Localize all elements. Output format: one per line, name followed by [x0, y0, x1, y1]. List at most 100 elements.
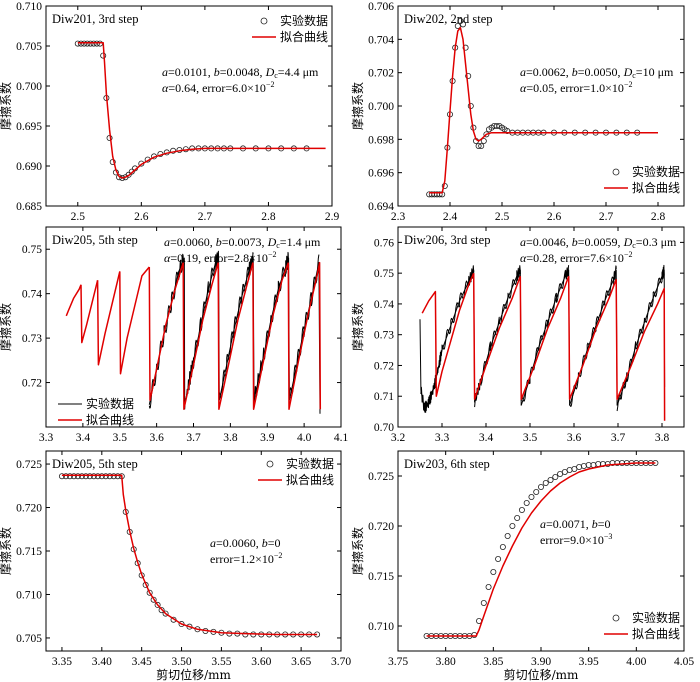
x-tick-label: 3.35 — [52, 656, 72, 668]
x-axis-title: 剪切位移/mm — [156, 667, 231, 682]
x-tick-label: 3.65 — [291, 656, 311, 668]
legend-marker-icon — [612, 614, 620, 622]
data-line-segment — [148, 257, 186, 405]
y-tick-label: 0.73 — [22, 333, 42, 345]
data-point — [58, 473, 65, 480]
x-tick-label: 3.50 — [171, 656, 191, 668]
data-point — [614, 459, 621, 466]
data-point — [84, 40, 91, 47]
fit-parameters-line-1: a=0.0046, b=0.0059, Dc=0.3 μm — [520, 235, 677, 250]
param-a-symbol: a — [520, 65, 526, 79]
data-point — [90, 40, 97, 47]
panel-title: Diw206, 3rd step — [404, 233, 490, 247]
param-alpha-error-value: =0.19, error=2.8×10 — [170, 251, 268, 265]
data-noise-trace — [616, 264, 665, 412]
panel-title: Diw205, 5th step — [52, 233, 138, 247]
data-point — [547, 476, 554, 483]
legend-label: 拟合曲线 — [632, 180, 680, 195]
data-point — [186, 623, 193, 630]
data-point — [538, 483, 545, 490]
y-tick-label: 0.685 — [16, 201, 42, 213]
param-dc-symbol: D — [623, 235, 633, 249]
panel-title: Diw202, 2nd step — [404, 12, 493, 26]
x-tick-label: 3.70 — [331, 656, 351, 668]
x-tick-label: 3.3 — [435, 432, 450, 444]
param-a-value: =0.0060, — [170, 235, 216, 249]
data-point — [523, 499, 530, 506]
data-point — [178, 621, 185, 628]
fit-curve-segment — [148, 262, 184, 402]
param-a-symbol: a — [210, 536, 216, 550]
y-tick-label: 0.725 — [368, 471, 394, 483]
x-tick-label: 2.5 — [495, 211, 510, 223]
data-point — [493, 123, 500, 130]
fit-curve-segment — [65, 284, 82, 317]
param-b-value: =0 — [598, 517, 611, 531]
param-alpha-symbol: α — [520, 251, 527, 265]
x-tick-label: 3.6 — [567, 432, 582, 444]
fit-curve-segment — [287, 261, 322, 410]
param-dc-symbol: D — [267, 235, 277, 249]
fit-curve-segment — [615, 279, 666, 421]
y-axis-title: 摩擦系数 — [0, 82, 13, 130]
experimental-data-series — [419, 264, 666, 413]
y-tick-label: 0.690 — [16, 161, 42, 173]
data-point — [483, 131, 490, 138]
data-point — [77, 40, 84, 47]
y-tick-label: 0.73 — [374, 330, 394, 342]
y-tick-label: 0.702 — [368, 68, 394, 80]
fit-curve-segment — [252, 262, 290, 410]
param-dc-symbol: D — [623, 65, 633, 79]
param-dc-value: =4.4 μm — [278, 65, 319, 79]
param-alpha-error-value: =0.05, error=1.0×10 — [526, 81, 624, 95]
param-a-value: =0.0060, — [216, 536, 262, 550]
param-b-symbol: b — [592, 517, 598, 531]
error-value: error=9.0×10 — [540, 533, 604, 547]
y-tick-label: 0.696 — [368, 168, 394, 180]
x-tick-label: 3.5 — [523, 432, 538, 444]
x-tick-label: 3.60 — [251, 656, 271, 668]
data-point — [158, 607, 165, 614]
y-tick-label: 0.710 — [16, 589, 42, 601]
x-tick-label: 3.4 — [76, 432, 91, 444]
data-point — [462, 44, 469, 51]
fit-curve-segment — [119, 266, 150, 375]
y-tick-label: 0.700 — [368, 101, 394, 113]
param-dc-subscript: c — [632, 71, 636, 80]
data-point — [566, 466, 573, 473]
data-point — [93, 40, 100, 47]
y-tick-label: 0.72 — [374, 360, 394, 372]
data-point — [504, 127, 511, 134]
y-tick-label: 0.70 — [374, 422, 394, 434]
y-tick-label: 0.72 — [22, 378, 42, 390]
fit-curve — [426, 462, 656, 637]
param-a-value: =0.0062, — [526, 65, 572, 79]
x-tick-label: 3.45 — [132, 656, 152, 668]
y-tick-label: 0.76 — [374, 237, 394, 249]
data-point — [580, 462, 587, 469]
x-tick-label: 2.9 — [325, 211, 340, 223]
data-point — [110, 473, 117, 480]
data-point — [585, 461, 592, 468]
x-tick-label: 3.80 — [436, 656, 456, 668]
data-point — [609, 459, 616, 466]
y-axis-title: 摩擦系数 — [350, 303, 365, 351]
param-alpha-symbol: α — [520, 81, 527, 95]
y-tick-label: 0.705 — [16, 633, 42, 645]
data-point — [125, 171, 132, 178]
x-tick-label: 2.6 — [134, 211, 149, 223]
fit-curve-segment — [217, 262, 254, 410]
y-tick-label: 0.704 — [368, 34, 394, 46]
data-point — [475, 142, 482, 149]
x-tick-label: 3.7 — [611, 432, 626, 444]
y-tick-label: 0.715 — [368, 571, 394, 583]
error-exponent: −2 — [624, 80, 633, 89]
param-a-value: =0.0046, — [526, 235, 572, 249]
data-point — [78, 473, 85, 480]
param-b-symbol: b — [572, 65, 578, 79]
param-b-symbol: b — [572, 235, 578, 249]
data-point — [542, 479, 549, 486]
